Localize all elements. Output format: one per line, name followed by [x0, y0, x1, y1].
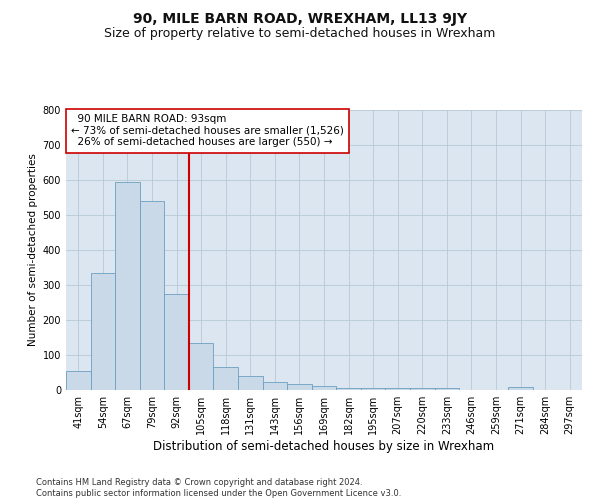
Bar: [91, 273, 115, 390]
Bar: [336, 388, 361, 390]
Bar: [263, 382, 287, 390]
Text: Size of property relative to semi-detached houses in Wrexham: Size of property relative to semi-detach…: [104, 28, 496, 40]
Bar: [189, 343, 214, 390]
Bar: [434, 388, 459, 390]
Bar: [66, 371, 91, 390]
Bar: [508, 387, 533, 390]
Text: Contains HM Land Registry data © Crown copyright and database right 2024.
Contai: Contains HM Land Registry data © Crown c…: [36, 478, 401, 498]
Bar: [214, 367, 238, 390]
Bar: [410, 388, 434, 390]
Text: 90 MILE BARN ROAD: 93sqm
← 73% of semi-detached houses are smaller (1,526)
  26%: 90 MILE BARN ROAD: 93sqm ← 73% of semi-d…: [71, 114, 344, 148]
Bar: [385, 388, 410, 390]
Bar: [312, 386, 336, 390]
Bar: [361, 388, 385, 390]
Bar: [287, 384, 312, 390]
Bar: [238, 376, 263, 390]
Bar: [164, 294, 189, 390]
Text: 90, MILE BARN ROAD, WREXHAM, LL13 9JY: 90, MILE BARN ROAD, WREXHAM, LL13 9JY: [133, 12, 467, 26]
X-axis label: Distribution of semi-detached houses by size in Wrexham: Distribution of semi-detached houses by …: [154, 440, 494, 453]
Bar: [140, 201, 164, 390]
Y-axis label: Number of semi-detached properties: Number of semi-detached properties: [28, 154, 38, 346]
Bar: [115, 182, 140, 390]
